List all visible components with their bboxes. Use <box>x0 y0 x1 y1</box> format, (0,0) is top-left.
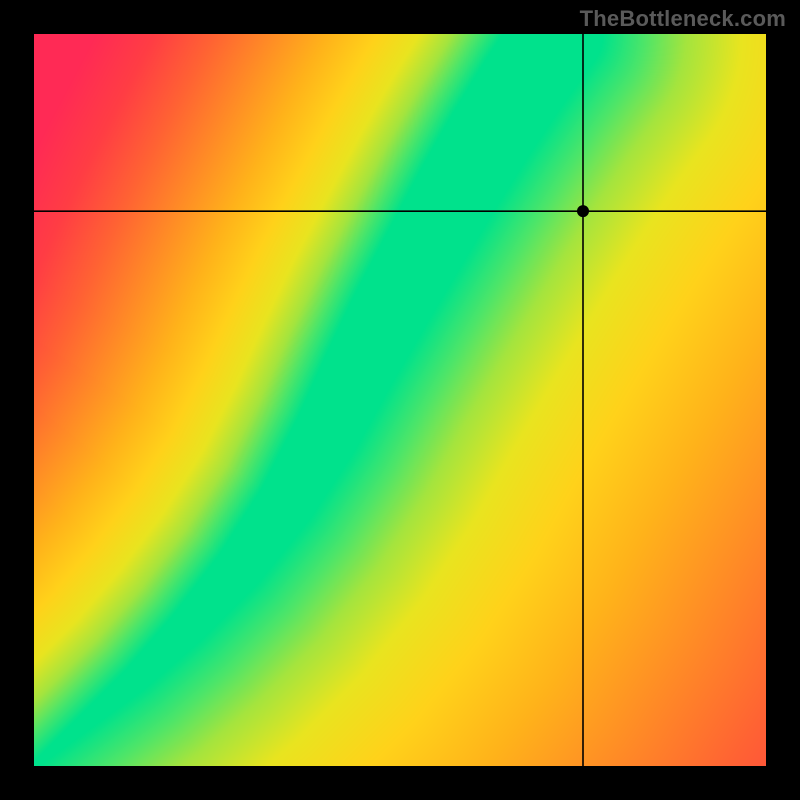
chart-container: TheBottleneck.com <box>0 0 800 800</box>
bottleneck-heatmap <box>34 34 766 766</box>
watermark-text: TheBottleneck.com <box>580 6 786 32</box>
